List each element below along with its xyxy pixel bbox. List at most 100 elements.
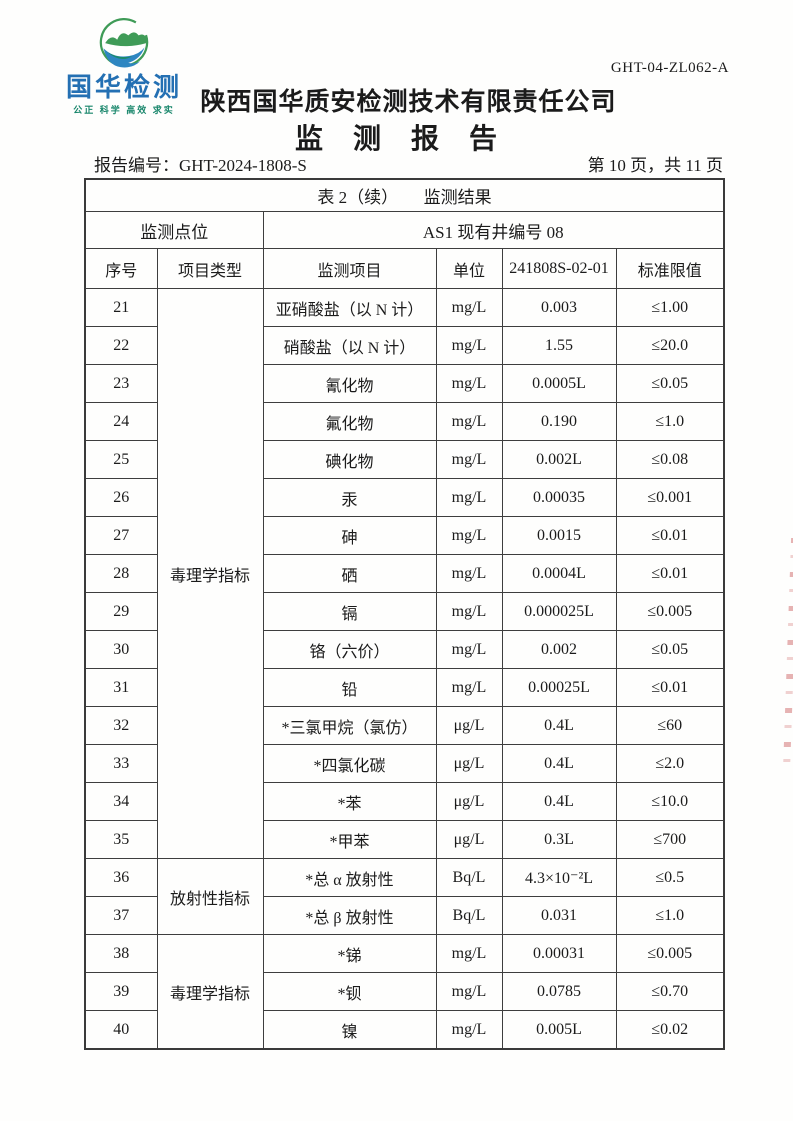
unit-cell: mg/L [435,478,503,517]
item-cell: 氟化物 [262,402,437,441]
logo-emblem-icon [99,18,149,68]
table-row: 39 *钡 mg/L 0.0785 ≤0.70 [84,972,725,1011]
unit-cell: μg/L [435,820,503,859]
value-cell: 4.3×10⁻²L [501,858,617,897]
limit-cell: ≤0.01 [615,554,725,593]
value-cell: 0.00025L [501,668,617,707]
table-row: 26 汞 mg/L 0.00035 ≤0.001 [84,478,725,517]
item-cell: 亚硝酸盐（以 N 计） [262,288,437,327]
limit-cell: ≤0.05 [615,364,725,403]
company-logo: 国华检测 公正 科学 高效 求实 [56,14,192,116]
unit-cell: mg/L [435,934,503,973]
report-title: 监 测 报 告 [294,123,498,154]
limit-cell: ≤60 [615,706,725,745]
row-no: 37 [84,896,158,935]
limit-cell: ≤0.005 [615,592,725,631]
unit-cell: mg/L [435,972,503,1011]
col-header-sample: 241808S-02-01 [501,248,617,289]
limit-cell: ≤0.001 [615,478,725,517]
row-no: 28 [84,554,158,593]
value-cell: 0.4L [501,782,617,821]
company-name: 陕西国华质安检测技术有限责任公司 [200,88,617,116]
table-row: 36 放射性指标 *总 α 放射性 Bq/L 4.3×10⁻²L ≤0.5 [84,858,725,935]
item-cell: *甲苯 [262,820,437,859]
row-no: 30 [84,630,158,669]
item-cell: *苯 [262,782,437,821]
value-cell: 1.55 [501,326,617,365]
limit-cell: ≤0.70 [615,972,725,1011]
category-cell: 毒理学指标 [156,288,264,859]
value-cell: 0.3L [501,820,617,859]
unit-cell: mg/L [435,364,503,403]
document-code: GHT-04-ZL062-A [610,60,729,76]
row-no: 32 [84,706,158,745]
row-no: 35 [84,820,158,859]
item-cell: 氰化物 [262,364,437,403]
value-cell: 0.00031 [501,934,617,973]
unit-cell: mg/L [435,288,503,327]
page-number: 第 10 页，共 11 页 [587,156,723,175]
table-row: 37 *总 β 放射性 Bq/L 0.031 ≤1.0 [84,896,725,935]
item-cell: *钡 [262,972,437,1011]
table-row: 24 氟化物 mg/L 0.190 ≤1.0 [84,402,725,441]
value-cell: 0.031 [501,896,617,935]
value-cell: 0.003 [501,288,617,327]
row-no: 23 [84,364,158,403]
value-cell: 0.00035 [501,478,617,517]
item-cell: *总 β 放射性 [262,896,437,935]
table-row: 34 *苯 μg/L 0.4L ≤10.0 [84,782,725,821]
value-cell: 0.002 [501,630,617,669]
row-no: 40 [84,1010,158,1050]
row-no: 24 [84,402,158,441]
logo-name: 国华检测 [65,72,182,102]
limit-cell: ≤0.005 [615,934,725,973]
unit-cell: mg/L [435,630,503,669]
limit-cell: ≤1.0 [615,896,725,935]
limit-cell: ≤20.0 [615,326,725,365]
row-no: 29 [84,592,158,631]
item-cell: *总 α 放射性 [262,858,437,897]
limit-cell: ≤1.0 [615,402,725,441]
table-row: 31 铅 mg/L 0.00025L ≤0.01 [84,668,725,707]
unit-cell: Bq/L [435,896,503,935]
row-no: 31 [84,668,158,707]
col-header-unit: 单位 [435,248,503,289]
row-no: 22 [84,326,158,365]
value-cell: 0.4L [501,744,617,783]
row-no: 34 [84,782,158,821]
report-number: 报告编号：GHT-2024-1808-S [94,156,307,175]
item-cell: 铅 [262,668,437,707]
item-cell: 硒 [262,554,437,593]
category-cell: 毒理学指标 [156,934,264,1050]
unit-cell: μg/L [435,706,503,745]
table-row: 29 镉 mg/L 0.000025L ≤0.005 [84,592,725,631]
table-row: 38 毒理学指标 *锑 mg/L 0.00031 ≤0.005 [84,934,725,1050]
limit-cell: ≤0.5 [615,858,725,897]
limit-cell: ≤0.01 [615,516,725,555]
row-no: 21 [84,288,158,327]
row-no: 39 [84,972,158,1011]
value-cell: 0.0005L [501,364,617,403]
row-no: 25 [84,440,158,479]
limit-cell: ≤700 [615,820,725,859]
item-cell: 铬（六价） [262,630,437,669]
unit-cell: mg/L [435,402,503,441]
monitoring-results-table: 表 2（续） 监测结果 监测点位 AS1 现有井编号 08 序号 项目类型 监测… [84,178,726,1050]
page-edge-stamp-fragment [782,537,793,774]
limit-cell: ≤0.02 [615,1010,725,1050]
value-cell: 0.0004L [501,554,617,593]
col-header-category: 项目类型 [156,248,264,289]
table-row: 30 铬（六价） mg/L 0.002 ≤0.05 [84,630,725,669]
item-cell: *四氯化碳 [262,744,437,783]
table-row: 23 氰化物 mg/L 0.0005L ≤0.05 [84,364,725,403]
unit-cell: mg/L [435,668,503,707]
item-cell: 镉 [262,592,437,631]
row-no: 33 [84,744,158,783]
value-cell: 0.000025L [501,592,617,631]
limit-cell: ≤1.00 [615,288,725,327]
unit-cell: μg/L [435,782,503,821]
table-row: 33 *四氯化碳 μg/L 0.4L ≤2.0 [84,744,725,783]
unit-cell: mg/L [435,554,503,593]
limit-cell: ≤2.0 [615,744,725,783]
